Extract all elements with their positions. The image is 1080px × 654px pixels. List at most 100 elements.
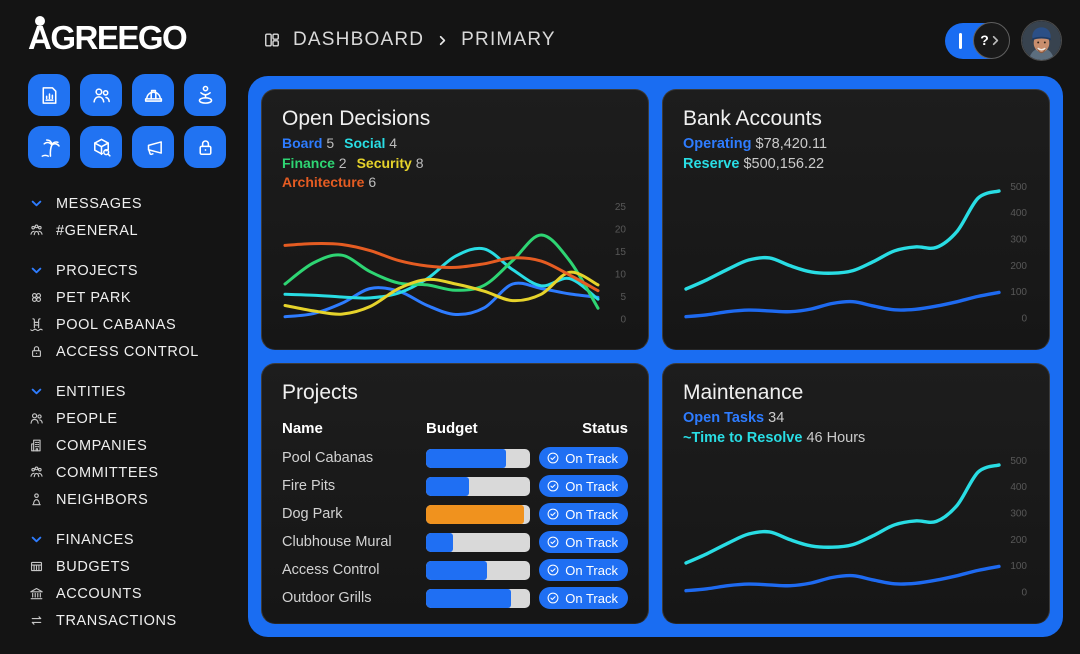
quick-button-announcements[interactable] — [132, 126, 174, 168]
svg-text:5: 5 — [620, 292, 626, 303]
sidebar-section-messages[interactable]: MESSAGES — [28, 190, 248, 217]
sidebar-item-people[interactable]: PEOPLE — [28, 405, 248, 432]
section-label: FINANCES — [56, 531, 135, 548]
legend-value: 6 — [368, 174, 377, 190]
sidebar-item-access-control[interactable]: ACCESS CONTROL — [28, 338, 248, 365]
breadcrumb-dashboard[interactable]: DASHBOARD — [293, 29, 425, 50]
sidebar-section-projects[interactable]: PROJECTS — [28, 257, 248, 284]
stat-value: $78,420.11 — [755, 136, 828, 152]
maintenance-chart: 500 400 300 200 100 0 — [683, 448, 1029, 609]
quick-button-reports[interactable] — [28, 74, 70, 116]
budget-bar — [426, 532, 530, 552]
budget-bar-fill — [426, 504, 524, 524]
sidebar-item-pool-cabanas[interactable]: POOL CABANAS — [28, 311, 248, 338]
svg-text:25: 25 — [615, 202, 627, 213]
breadcrumb-primary[interactable]: PRIMARY — [461, 29, 556, 50]
item-label: ACCESS CONTROL — [56, 343, 199, 360]
budget-bar — [426, 476, 530, 496]
status-badge[interactable]: On Track — [539, 559, 628, 581]
sidebar-section-entities[interactable]: ENTITIES — [28, 378, 248, 405]
project-name: Pool Cabanas — [282, 450, 374, 466]
item-label: #GENERAL — [56, 222, 139, 239]
item-label: NEIGHBORS — [56, 491, 149, 508]
quick-button-inventory[interactable] — [80, 126, 122, 168]
sidebar-item-general[interactable]: #GENERAL — [28, 217, 248, 244]
card-title: Projects — [282, 381, 358, 404]
budget-bar-fill — [426, 588, 512, 608]
legend-row: Finance 2 Security 8 — [282, 154, 628, 174]
svg-text:300: 300 — [1010, 508, 1027, 519]
open-decisions-chart: 25 20 15 10 5 0 — [282, 193, 628, 336]
building-icon — [28, 437, 45, 454]
palm-tree-icon — [38, 136, 61, 159]
svg-text:500: 500 — [1010, 182, 1027, 193]
check-circle-icon — [546, 535, 560, 549]
sidebar-section-finances[interactable]: FINANCES — [28, 526, 248, 553]
breadcrumb: DASHBOARD PRIMARY — [262, 29, 556, 51]
chevron-down-icon — [28, 195, 45, 212]
command-input[interactable]: ? — [945, 21, 1010, 59]
status-badge[interactable]: On Track — [539, 503, 628, 525]
sidebar-item-companies[interactable]: COMPANIES — [28, 432, 248, 459]
item-label: POOL CABANAS — [56, 316, 177, 333]
card-maintenance: Maintenance Open Tasks 34 ~Time to Resol… — [662, 363, 1050, 624]
item-label: ACCOUNTS — [56, 585, 143, 602]
card-bank-accounts: Bank Accounts Operating $78,420.11 Reser… — [662, 89, 1050, 350]
bank-accounts-chart: 500 400 300 200 100 0 — [683, 174, 1029, 335]
status-badge[interactable]: On Track — [539, 587, 628, 609]
quick-button-people[interactable] — [80, 74, 122, 116]
status-label: On Track — [565, 562, 618, 578]
svg-text:400: 400 — [1010, 208, 1027, 219]
users-icon — [28, 410, 45, 427]
sidebar-item-pet-park[interactable]: PET PARK — [28, 284, 248, 311]
status-badge[interactable]: On Track — [539, 475, 628, 497]
bank-icon — [28, 585, 45, 602]
sidebar-item-transactions[interactable]: TRANSACTIONS — [28, 607, 248, 634]
sidebar-item-budgets[interactable]: BUDGETS — [28, 553, 248, 580]
project-name: Access Control — [282, 562, 380, 578]
topbar-controls: ? — [945, 20, 1062, 61]
stat-label: Open Tasks — [683, 410, 765, 426]
help-prompt-button[interactable]: ? — [973, 21, 1010, 59]
section-label: PROJECTS — [56, 262, 139, 279]
quick-button-amenities[interactable] — [28, 126, 70, 168]
status-badge[interactable]: On Track — [539, 447, 628, 469]
svg-text:100: 100 — [1010, 561, 1027, 572]
quick-button-construction[interactable] — [132, 74, 174, 116]
column-header-status: Status — [582, 420, 628, 437]
stat-value: 34 — [768, 410, 785, 426]
legend-value: 5 — [326, 135, 335, 151]
project-name: Dog Park — [282, 506, 343, 522]
stat-label: Reserve — [683, 156, 740, 172]
check-circle-icon — [546, 507, 560, 521]
stat-value: 46 Hours — [806, 430, 866, 446]
chart-document-icon — [38, 84, 61, 107]
sidebar-nav: MESSAGES #GENERAL PROJECTS PET PARK — [28, 190, 248, 634]
check-circle-icon — [546, 479, 560, 493]
megaphone-icon — [142, 136, 165, 159]
stat-label: ~Time to Resolve — [683, 430, 803, 446]
projects-table: Name Budget Status Pool Cabanas On Track… — [282, 420, 628, 609]
status-label: On Track — [565, 534, 618, 550]
item-label: PEOPLE — [56, 410, 118, 427]
person-icon — [28, 491, 45, 508]
project-name: Clubhouse Mural — [282, 534, 392, 550]
sidebar-item-neighbors[interactable]: NEIGHBORS — [28, 486, 248, 513]
quick-button-security[interactable] — [184, 126, 226, 168]
section-label: ENTITIES — [56, 383, 127, 400]
sidebar-item-committees[interactable]: COMMITTEES — [28, 459, 248, 486]
sidebar-item-accounts[interactable]: ACCOUNTS — [28, 580, 248, 607]
legend-label: Architecture — [282, 174, 365, 190]
app-logo[interactable]: AGREEGO — [28, 16, 248, 64]
legend-value: 8 — [415, 154, 424, 171]
text-cursor — [959, 32, 962, 49]
status-badge[interactable]: On Track — [539, 531, 628, 553]
column-header-name: Name — [282, 420, 323, 437]
item-label: TRANSACTIONS — [56, 612, 177, 629]
item-label: COMMITTEES — [56, 464, 159, 481]
check-circle-icon — [546, 563, 560, 577]
user-avatar[interactable] — [1021, 20, 1062, 61]
column-header-budget: Budget — [426, 420, 478, 437]
quick-button-children[interactable] — [184, 74, 226, 116]
legend-label: Board — [282, 135, 323, 151]
